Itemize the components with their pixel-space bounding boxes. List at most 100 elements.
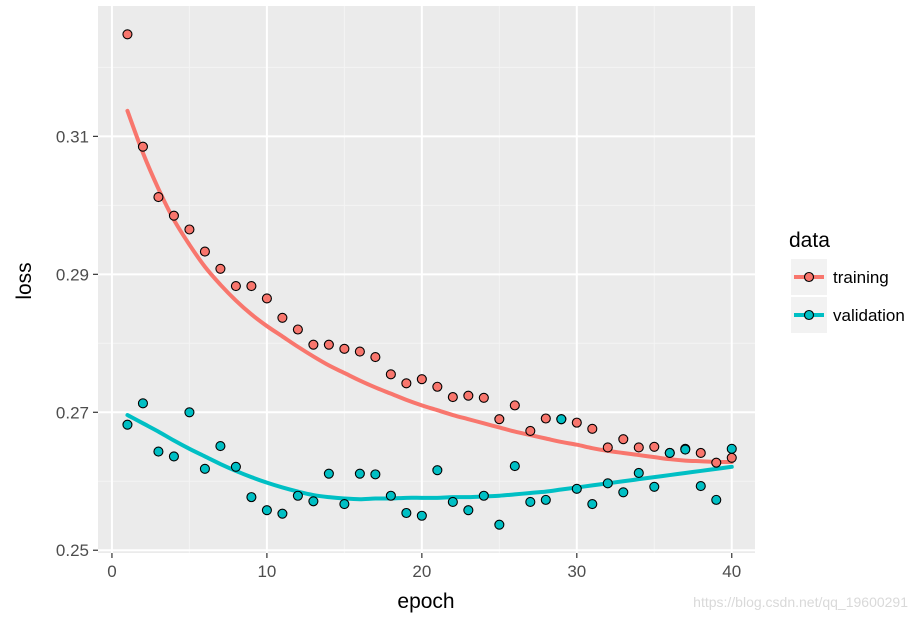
validation-point [494, 519, 505, 530]
validation-point [726, 443, 737, 454]
validation-point [525, 496, 536, 508]
x-axis: 0 10 20 30 40 [107, 553, 741, 581]
grid-minor [98, 6, 755, 553]
validation-point [199, 463, 210, 474]
training-point [447, 392, 458, 403]
x-tick-label: 20 [412, 562, 431, 581]
y-axis-title: loss [13, 262, 36, 299]
training-point [478, 392, 489, 403]
training-point [292, 324, 303, 335]
validation-point [261, 505, 272, 516]
training-point [416, 374, 427, 385]
legend-title: data [789, 229, 830, 252]
x-tick-label: 10 [257, 562, 276, 581]
validation-point [370, 469, 381, 480]
training-point [649, 441, 660, 452]
training-point [230, 281, 241, 292]
validation-point [432, 465, 443, 476]
y-tick-label: 0.31 [56, 127, 89, 146]
training-point [587, 423, 598, 434]
training-point [695, 447, 706, 459]
validation-point [664, 447, 675, 459]
validation-point [649, 481, 660, 492]
training-point [385, 369, 396, 380]
training-point [199, 246, 210, 257]
legend-key-point [803, 309, 815, 321]
training-point [525, 425, 536, 436]
validation-point [354, 468, 365, 479]
validation-point [416, 510, 427, 521]
training-point [618, 434, 629, 445]
training-point [370, 352, 381, 363]
validation-point [215, 441, 226, 452]
training-point [137, 141, 148, 152]
training-point [323, 339, 334, 350]
validation-point [447, 496, 458, 508]
validation-point [633, 467, 644, 479]
validation-point [509, 461, 520, 472]
legend-label-training: training [833, 268, 889, 287]
y-tick-label: 0.25 [56, 541, 89, 560]
training-point [711, 457, 722, 468]
data-points [122, 29, 737, 530]
training-point [215, 263, 226, 274]
validation-point [463, 505, 474, 516]
validation-point [711, 494, 722, 505]
training-point [509, 400, 520, 411]
validation-point [695, 481, 706, 492]
legend: data training validation [789, 229, 905, 333]
x-axis-title: epoch [397, 590, 454, 613]
validation-point [184, 407, 195, 418]
training-point [432, 381, 443, 392]
training-point [602, 442, 613, 453]
validation-point [292, 490, 303, 501]
validation-point [602, 478, 613, 489]
x-tick-label: 30 [567, 562, 586, 581]
validation-point [308, 496, 319, 507]
validation-point [587, 498, 598, 510]
training-point [184, 224, 195, 235]
watermark-text: https://blog.csdn.net/qq_19600291 [693, 594, 908, 610]
legend-key-point [803, 271, 815, 283]
training-point [261, 293, 272, 304]
x-tick-label: 0 [107, 562, 116, 581]
training-point [354, 346, 365, 357]
x-tick-label: 40 [722, 562, 741, 581]
training-point [277, 312, 288, 323]
validation-point [137, 398, 148, 409]
legend-label-validation: validation [833, 306, 905, 325]
training-trend-line [125, 108, 734, 464]
validation-point [230, 461, 241, 472]
training-point [463, 390, 474, 401]
training-point [122, 29, 133, 40]
training-point [401, 378, 412, 389]
validation-point [401, 507, 412, 519]
validation-trend-line [125, 413, 734, 502]
y-tick-label: 0.27 [56, 403, 89, 422]
validation-point [339, 498, 350, 510]
training-point [494, 414, 505, 425]
trend-lines [125, 108, 734, 502]
training-point [633, 442, 644, 453]
training-point [339, 343, 350, 354]
validation-point [385, 490, 396, 501]
training-point [726, 452, 737, 463]
training-point [153, 192, 164, 203]
validation-point [618, 487, 629, 498]
y-axis: 0.25 0.27 0.29 0.31 [56, 127, 98, 560]
training-point [168, 210, 179, 221]
validation-point [153, 446, 164, 457]
validation-point [478, 490, 489, 501]
validation-point [571, 483, 582, 494]
training-point [308, 339, 319, 350]
validation-point [168, 451, 179, 462]
validation-point [246, 492, 257, 503]
training-point [246, 281, 257, 292]
validation-point [680, 444, 691, 455]
training-point [540, 413, 551, 424]
validation-point [323, 468, 334, 479]
y-tick-label: 0.29 [56, 265, 89, 284]
validation-point [556, 414, 567, 425]
validation-point [540, 494, 551, 505]
